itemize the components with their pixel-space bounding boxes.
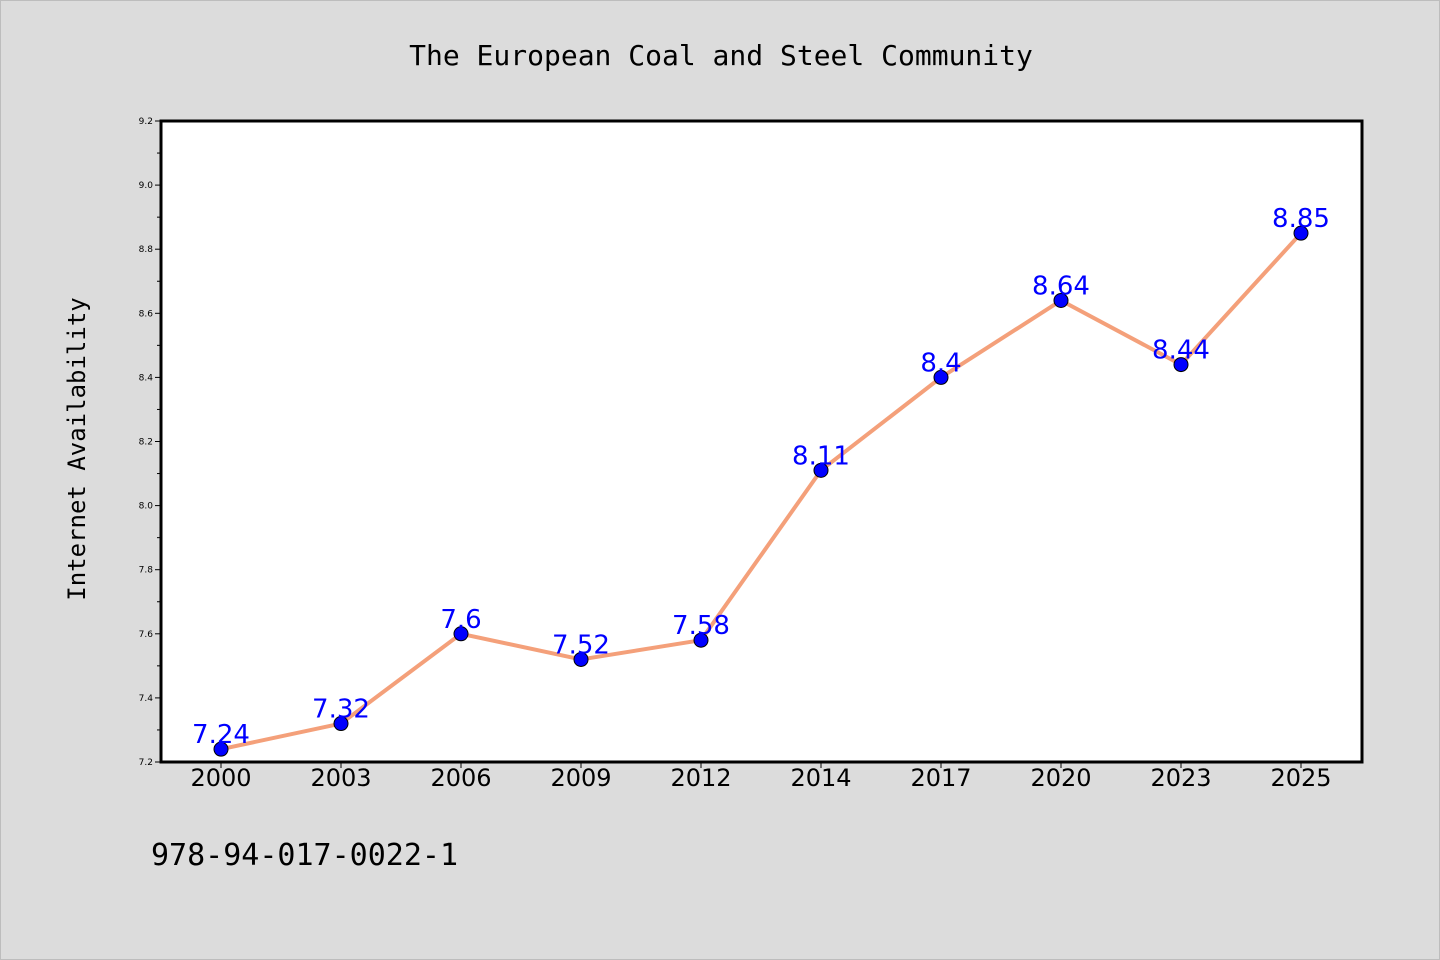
y-tick-label: 7.4 xyxy=(139,694,154,704)
series-line xyxy=(219,231,1303,752)
series-layer xyxy=(213,225,1309,757)
y-axis-ticks: 7.2 7.4 7.6 7.8 8.0 8.2 8.4 8.6 8.8 9.0 9.2 xyxy=(139,117,161,768)
y-tick-label: 9.0 xyxy=(139,181,154,191)
data-point xyxy=(693,632,709,648)
data-point xyxy=(1293,225,1309,241)
data-label: 7.24 xyxy=(192,720,250,750)
y-tick-label: 8.6 xyxy=(139,309,154,319)
x-tick-label: 2009 xyxy=(550,764,611,792)
x-tick-label: 2025 xyxy=(1270,764,1331,792)
data-point xyxy=(573,651,589,667)
y-tick-label: 8.2 xyxy=(139,438,153,448)
data-point xyxy=(1053,292,1069,308)
y-tick-label: 8.8 xyxy=(139,245,154,255)
data-label: 8.44 xyxy=(1152,336,1210,366)
plot-area xyxy=(159,119,1364,764)
chart-title: The European Coal and Steel Community xyxy=(409,39,1033,72)
data-point xyxy=(813,462,829,478)
x-tick-label: 2023 xyxy=(1150,764,1211,792)
y-tick-label: 7.8 xyxy=(139,566,154,576)
data-point xyxy=(1173,357,1189,373)
data-label: 7.58 xyxy=(672,611,730,641)
data-label: 7.32 xyxy=(312,695,370,725)
y-tick-label: 7.6 xyxy=(139,630,154,640)
x-tick-label: 2000 xyxy=(190,764,251,792)
data-labels: 7.24 7.32 7.6 7.52 7.58 8.11 8.4 8.64 8.44 8.85 xyxy=(192,204,1330,750)
x-tick-label: 2017 xyxy=(910,764,971,792)
data-label: 8.11 xyxy=(792,441,850,471)
data-point xyxy=(333,716,349,732)
y-axis-label: Internet Availability xyxy=(63,297,91,600)
x-tick-label: 2003 xyxy=(310,764,371,792)
y-tick-label: 7.2 xyxy=(139,758,153,768)
x-tick-label: 2006 xyxy=(430,764,491,792)
x-axis-ticks: 2000 2003 2006 2009 2012 2014 2017 2020 2023 2025 xyxy=(190,762,1332,792)
data-label: 7.6 xyxy=(440,605,481,635)
data-point xyxy=(933,369,949,385)
y-tick-label: 8.4 xyxy=(139,373,154,383)
data-label: 8.64 xyxy=(1032,271,1090,301)
x-tick-label: 2012 xyxy=(670,764,731,792)
x-tick-label: 2020 xyxy=(1030,764,1091,792)
data-point xyxy=(213,741,229,757)
y-tick-label: 8.0 xyxy=(139,502,154,512)
y-tick-label: 9.2 xyxy=(139,117,153,127)
data-label: 8.4 xyxy=(920,348,961,378)
data-point xyxy=(453,626,469,642)
data-label: 7.52 xyxy=(552,630,610,660)
footer-id-text: 978-94-017-0022-1 xyxy=(151,838,458,873)
x-tick-label: 2014 xyxy=(790,764,851,792)
data-label: 8.85 xyxy=(1272,204,1330,234)
